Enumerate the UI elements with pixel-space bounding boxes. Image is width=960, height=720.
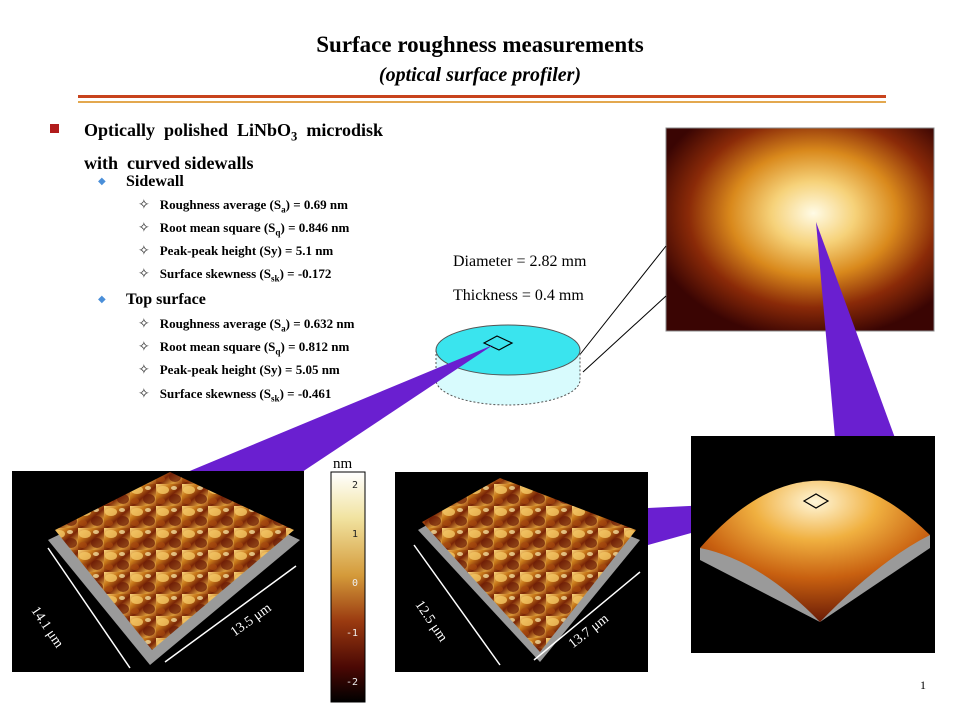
title-rule-light: [78, 101, 886, 103]
measurement-subscript: q: [275, 227, 281, 238]
measurement-item: ✧ Peak-peak height (Sy) = 5.05 nm: [138, 362, 340, 380]
star-bullet-icon: ✧: [138, 363, 150, 378]
measurement-text: Roughness average (S: [159, 197, 282, 212]
top-surface-label: Top surface: [126, 291, 206, 308]
leader-line: [582, 295, 667, 373]
diamond-bullet-icon: ◆: [98, 176, 106, 187]
top-surface-map: [666, 128, 934, 331]
star-bullet-icon: ✧: [138, 198, 150, 213]
measurement-item: ✧ Roughness average (Sa) = 0.69 nm: [138, 197, 348, 215]
microdisk-dome-plot: [691, 436, 935, 653]
main-point-line1: Optically polished LiNbO: [84, 120, 292, 140]
measurement-subscript: a: [281, 323, 286, 334]
star-bullet-icon: ✧: [138, 267, 150, 282]
callout-beam: [168, 345, 493, 480]
measurement-item: ✧ Peak-peak height (Sy) = 5.1 nm: [138, 243, 333, 261]
scale-tick-label: 2: [352, 480, 359, 491]
measurement-text: Peak-peak height (Sy) = 5.05 nm: [159, 362, 340, 377]
star-bullet-icon: ✧: [138, 387, 150, 402]
measurement-text: Root mean square (S: [159, 339, 276, 354]
slide-subtitle: (optical surface profiler): [378, 64, 582, 86]
measurement-item: ✧ Surface skewness (Ssk) = -0.461: [138, 386, 331, 404]
scale-tick-label: -1: [346, 628, 359, 639]
measurement-value: ) = 0.846 nm: [280, 220, 350, 235]
measurement-subscript: sk: [270, 273, 280, 284]
scale-tick-label: 1: [352, 529, 359, 540]
measurement-item: ✧ Root mean square (Sq) = 0.846 nm: [138, 220, 349, 238]
title-rule-dark: [78, 95, 886, 98]
measurement-subscript: a: [281, 204, 286, 215]
color-scale-bar: [330, 471, 366, 703]
measurement-text: Surface skewness (S: [159, 386, 271, 401]
measurement-subscript: sk: [270, 393, 280, 404]
measurement-item: ✧ Surface skewness (Ssk) = -0.172: [138, 266, 331, 284]
measurement-text: Root mean square (S: [159, 220, 276, 235]
measurement-value: ) = 0.632 nm: [285, 316, 355, 331]
top-surface-3d-plot: [395, 472, 648, 672]
scale-tick-label: -2: [346, 677, 359, 688]
measurement-item: ✧ Root mean square (Sq) = 0.812 nm: [138, 339, 349, 357]
star-bullet-icon: ✧: [138, 244, 150, 259]
diameter-label: Diameter = 2.82 mm: [453, 253, 587, 270]
measurement-text: Roughness average (S: [159, 316, 282, 331]
page-number: 1: [920, 678, 926, 692]
square-bullet-icon: [50, 124, 59, 133]
star-bullet-icon: ✧: [138, 317, 150, 332]
scale-unit-label: nm: [333, 456, 353, 472]
sample-square-icon: [802, 493, 830, 509]
measurement-value: ) = -0.461: [279, 386, 332, 401]
measurement-value: ) = 0.69 nm: [285, 197, 348, 212]
slide-title: Surface roughness measurements: [316, 32, 644, 57]
callout-beam: [816, 222, 895, 438]
star-bullet-icon: ✧: [138, 221, 150, 236]
sample-square-icon: [482, 335, 514, 351]
measurement-subscript: q: [275, 346, 281, 357]
measurement-text: Peak-peak height (Sy) = 5.1 nm: [159, 243, 334, 258]
measurement-text: Surface skewness (S: [159, 266, 271, 281]
main-point-subscript: 3: [291, 129, 298, 144]
leader-line: [577, 245, 667, 358]
thickness-label: Thickness = 0.4 mm: [453, 287, 584, 304]
microdisk-diagram: [435, 324, 581, 406]
measurement-value: ) = 0.812 nm: [280, 339, 350, 354]
diamond-bullet-icon: ◆: [98, 294, 106, 305]
sidewall-label: Sidewall: [126, 173, 184, 190]
main-point: Optically polished LiNbO3 microdisk with…: [84, 117, 424, 176]
sidewall-3d-plot: [12, 471, 304, 672]
star-bullet-icon: ✧: [138, 340, 150, 355]
scale-tick-label: 0: [352, 578, 359, 589]
measurement-value: ) = -0.172: [279, 266, 332, 281]
main-point-line2: with curved sidewalls: [84, 152, 254, 173]
measurement-item: ✧ Roughness average (Sa) = 0.632 nm: [138, 316, 354, 334]
main-point-line1-end: microdisk: [297, 120, 384, 140]
